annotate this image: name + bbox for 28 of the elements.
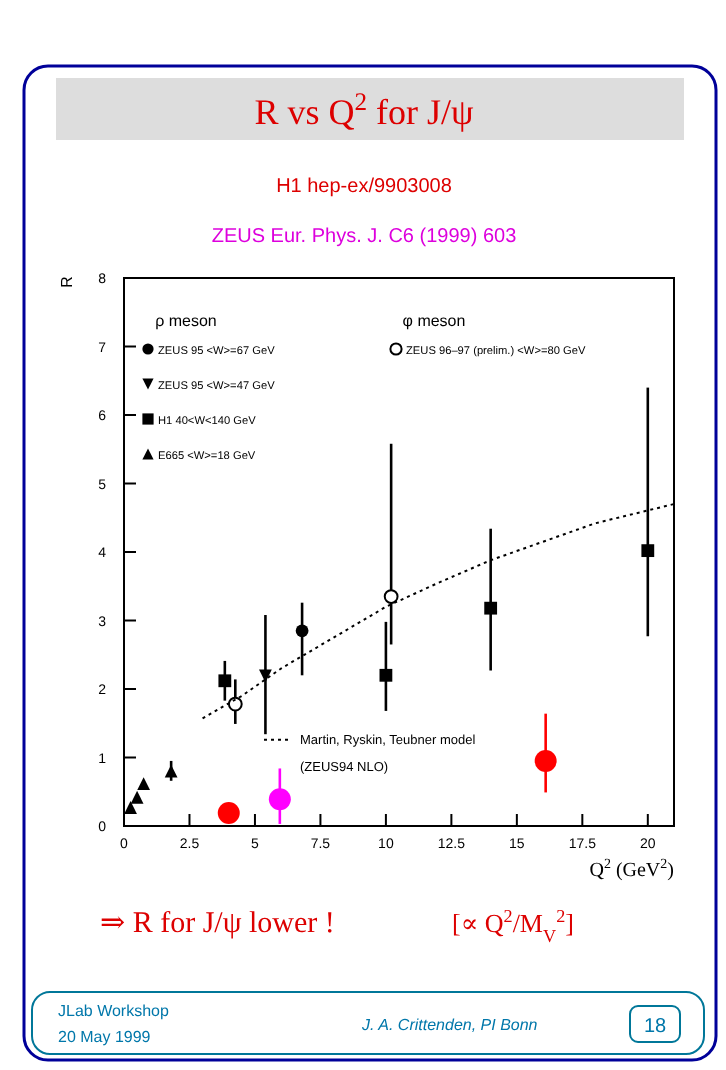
- text: JLab Workshop: [58, 1002, 170, 1020]
- point: [124, 801, 137, 814]
- point: [259, 669, 272, 683]
- point: [268, 788, 291, 811]
- text: ZEUS Eur. Phys. J. C6 (1999) 603: [211, 226, 518, 248]
- text: 18: [643, 1016, 667, 1038]
- point: [227, 696, 243, 712]
- point: [641, 544, 655, 558]
- annotation: ρ meson: [155, 312, 217, 330]
- point: [217, 801, 240, 824]
- text: [∝ Q$^{2}$/M$_{V}$$^{2}$]: [452, 906, 574, 946]
- point: [164, 764, 178, 778]
- point: [295, 624, 309, 638]
- point: [137, 777, 151, 790]
- point: [534, 749, 557, 772]
- text: J. A. Crittenden, PI Bonn: [360, 1016, 539, 1034]
- x-axis-title: Q$^{2}$ (GeV$^{2}$): [589, 856, 674, 882]
- point: [484, 601, 498, 615]
- point: [130, 790, 144, 804]
- text: 20 May 1999: [58, 1028, 152, 1046]
- y-axis-title: R: [58, 275, 76, 288]
- chart-title: R vs Q$^{2}$ for J/ψ: [254, 88, 476, 132]
- point: [383, 589, 399, 604]
- point: [379, 668, 393, 682]
- annotation: φ meson: [402, 312, 466, 330]
- chart-subtitle: H1 hep-ex/9903008: [276, 176, 453, 198]
- point: [218, 674, 232, 688]
- text: ⇒ R for J/ψ lower !: [100, 908, 335, 940]
